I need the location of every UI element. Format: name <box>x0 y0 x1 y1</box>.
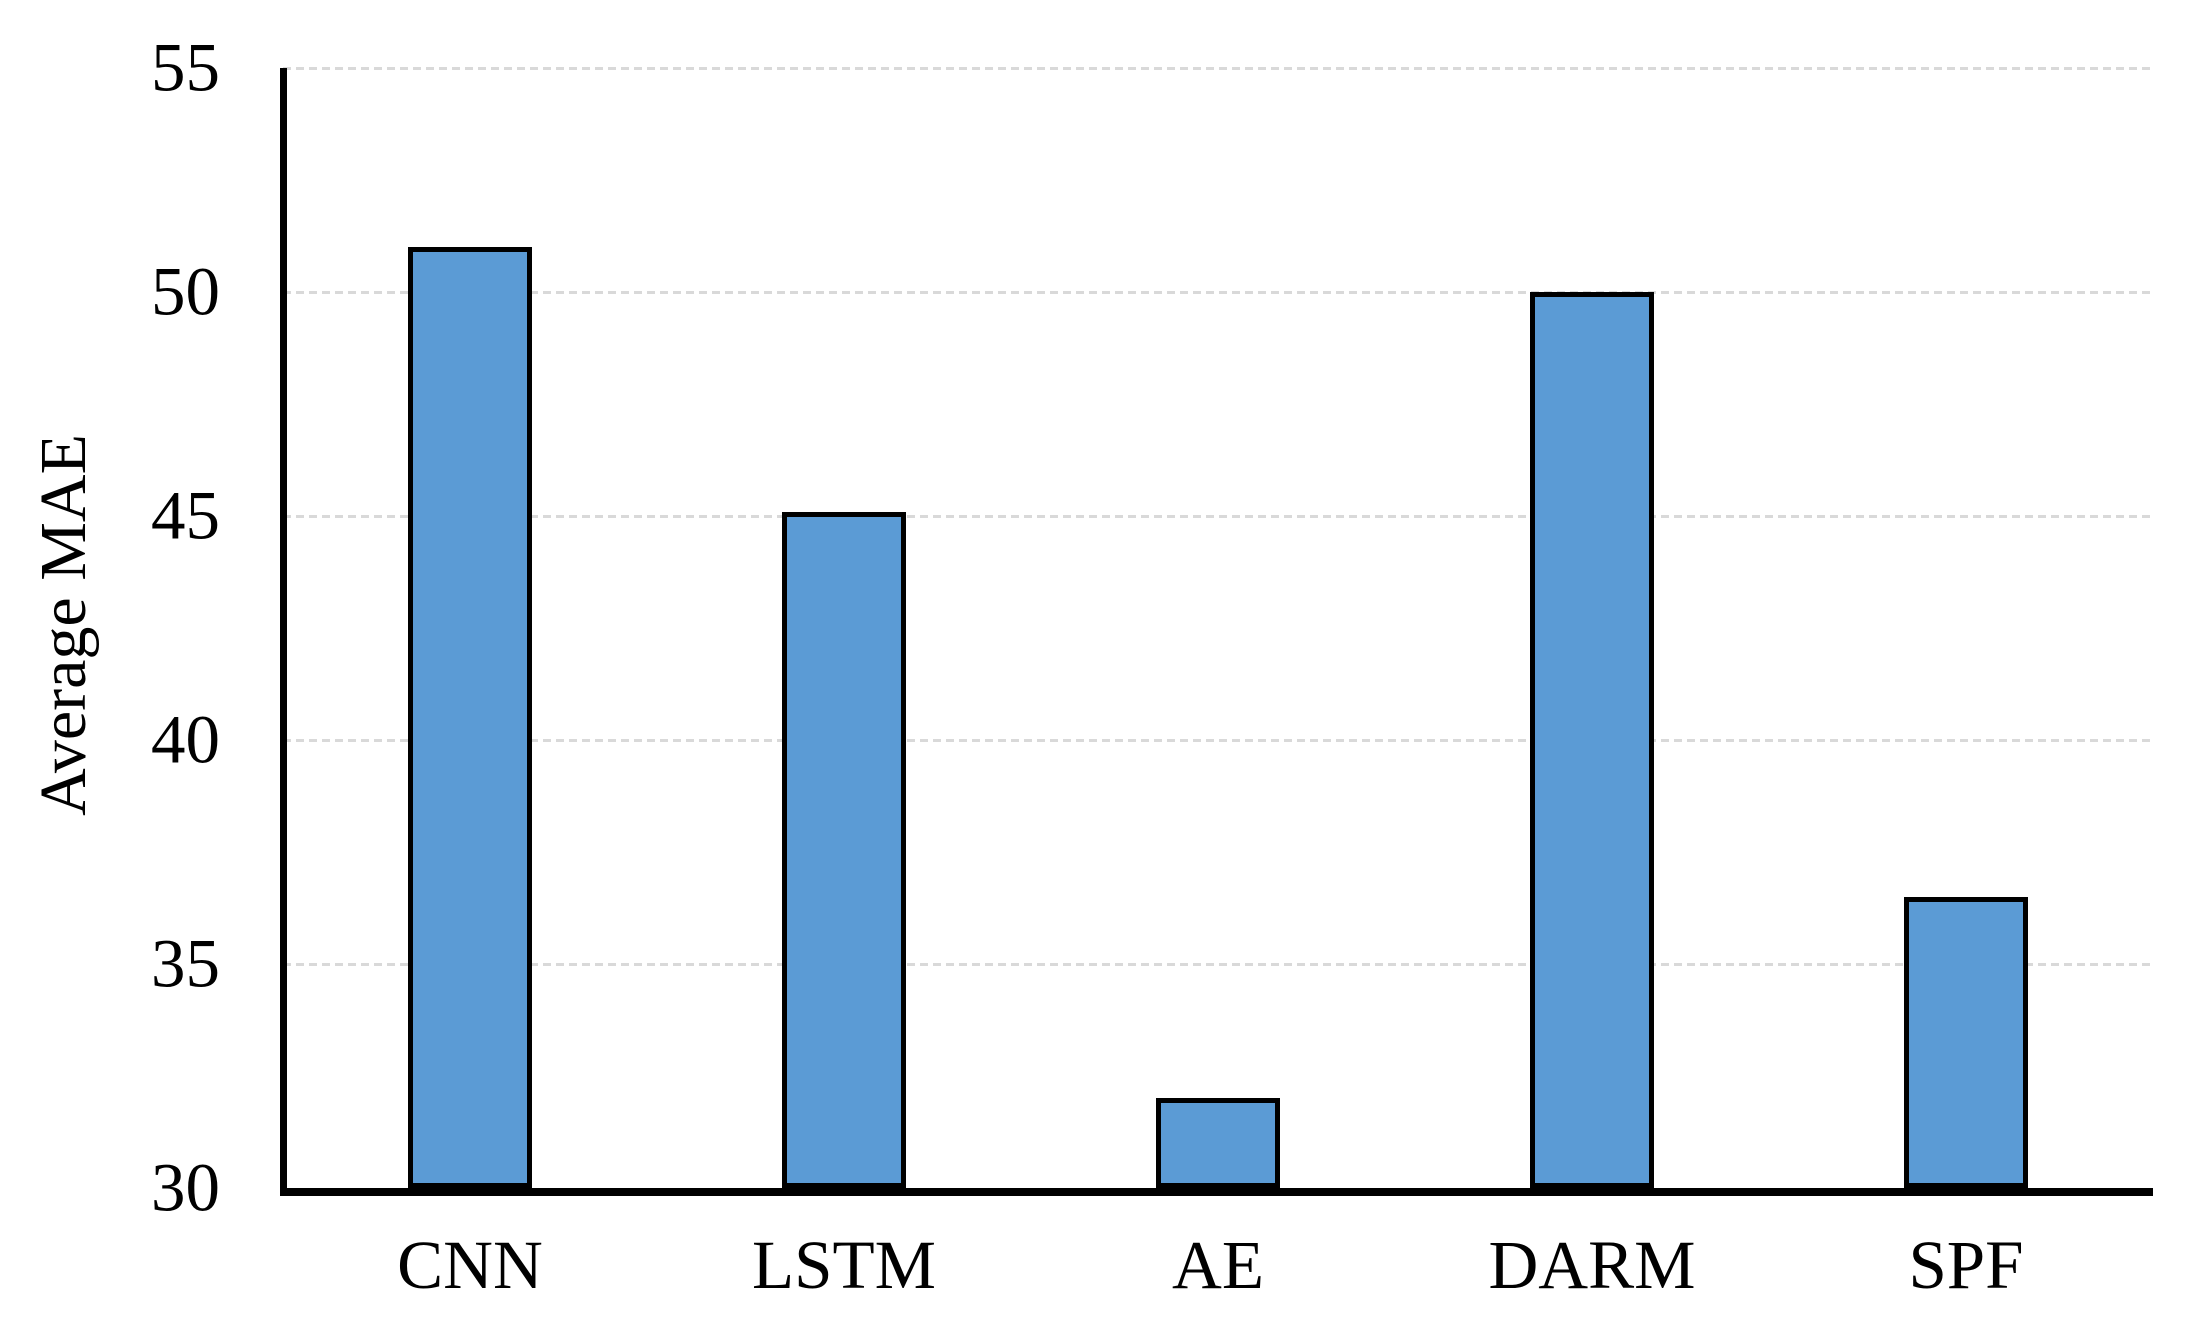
bar-lstm <box>782 511 906 1188</box>
y-tick-label-55: 55 <box>151 29 220 106</box>
y-tick-label-45: 45 <box>151 477 220 554</box>
gridline-y-55 <box>283 67 2153 70</box>
bar-ae <box>1156 1098 1280 1188</box>
y-tick-label-30: 30 <box>151 1149 220 1226</box>
bar-cnn <box>408 247 532 1188</box>
y-tick-label-35: 35 <box>151 925 220 1002</box>
bar-darm <box>1530 292 1654 1188</box>
x-category-label-darm: DARM <box>1488 1227 1696 1303</box>
bar-spf <box>1904 896 2028 1188</box>
x-category-label-ae: AE <box>1172 1227 1264 1303</box>
x-category-label-cnn: CNN <box>397 1227 543 1303</box>
gridline-y-35 <box>283 963 2153 966</box>
x-axis-line <box>280 1188 2153 1196</box>
gridline-y-45 <box>283 515 2153 518</box>
gridline-y-40 <box>283 739 2153 742</box>
x-category-label-lstm: LSTM <box>751 1227 937 1303</box>
y-axis-line <box>280 68 287 1196</box>
y-tick-label-40: 40 <box>151 701 220 778</box>
x-category-label-spf: SPF <box>1908 1227 2024 1303</box>
y-tick-label-50: 50 <box>151 253 220 330</box>
gridline-y-50 <box>283 291 2153 294</box>
